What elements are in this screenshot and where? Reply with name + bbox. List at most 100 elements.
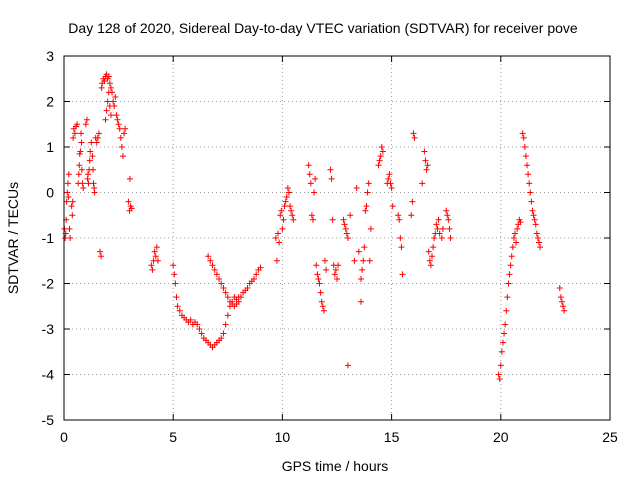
data-point [505, 280, 512, 287]
data-point [105, 73, 112, 80]
data-point [430, 244, 437, 251]
data-point [508, 253, 515, 260]
data-point [74, 121, 81, 128]
x-tick-label: 15 [384, 429, 400, 445]
data-point [114, 116, 121, 123]
data-point [278, 207, 285, 214]
data-point [537, 244, 544, 251]
data-point [67, 235, 74, 241]
plot-frame [63, 55, 611, 421]
data-point [90, 166, 97, 173]
data-point [148, 262, 155, 269]
data-point [513, 239, 520, 246]
data-point [361, 244, 368, 251]
data-point [115, 121, 122, 128]
data-point [172, 280, 179, 287]
data-point [335, 262, 342, 269]
data-point [194, 321, 201, 328]
data-point [425, 248, 432, 255]
data-point [66, 225, 73, 232]
data-point [358, 298, 365, 305]
data-point [386, 171, 393, 178]
data-point [387, 180, 394, 187]
data-point [365, 180, 372, 187]
data-point [524, 162, 531, 169]
data-point [411, 134, 418, 141]
y-tick-label: -3 [42, 321, 55, 337]
data-point [331, 271, 338, 278]
data-point [344, 235, 351, 241]
data-point [347, 212, 354, 219]
data-point [305, 162, 312, 169]
data-point [117, 134, 124, 141]
data-point [78, 139, 85, 146]
data-point [514, 225, 521, 232]
data-point [98, 253, 105, 260]
data-point [561, 307, 568, 314]
y-tick-label: -4 [42, 367, 55, 383]
tick-labels: 0 5 10 15 20 25 -5 -4 -3 -2 -1 0 1 2 3 [42, 48, 618, 445]
data-point [528, 198, 535, 205]
data-point [439, 225, 446, 232]
x-tick-label: 0 [60, 429, 68, 445]
data-point [504, 294, 511, 301]
data-point [68, 203, 75, 210]
data-point [379, 148, 386, 155]
data-point [395, 212, 402, 219]
data-point [287, 203, 294, 210]
data-point [218, 335, 225, 342]
data-point [443, 207, 450, 214]
data-point [91, 189, 98, 196]
data-point [340, 216, 347, 223]
data-point [424, 162, 431, 169]
data-point [445, 216, 452, 223]
data-point [511, 230, 518, 237]
data-point [314, 271, 321, 278]
data-point [174, 303, 181, 310]
data-point [506, 271, 513, 278]
data-point [536, 239, 543, 246]
data-points [61, 71, 568, 383]
grid-lines [64, 56, 610, 420]
data-point [176, 307, 183, 314]
y-tick-label: 1 [46, 139, 54, 155]
data-point [495, 371, 502, 378]
data-point [341, 221, 348, 228]
data-point [366, 257, 373, 264]
data-point [87, 148, 94, 155]
y-tick-label: 3 [46, 48, 54, 64]
data-point [427, 262, 434, 269]
data-point [290, 216, 297, 223]
data-point [534, 235, 541, 241]
data-point [398, 244, 405, 251]
data-point [107, 84, 114, 91]
data-point [328, 175, 335, 182]
data-point [128, 205, 135, 212]
data-point [529, 207, 536, 214]
data-point [438, 235, 445, 241]
data-point [105, 89, 112, 96]
y-tick-label: 0 [46, 185, 54, 201]
data-point [209, 262, 216, 269]
data-point [503, 307, 510, 314]
data-point [187, 316, 194, 323]
data-point [273, 257, 280, 264]
data-point [509, 244, 516, 251]
x-tick-label: 10 [275, 429, 291, 445]
data-point [323, 266, 330, 273]
data-point [75, 171, 82, 178]
data-point [198, 330, 205, 337]
data-point [85, 180, 92, 187]
data-point [316, 280, 323, 287]
data-point [83, 116, 90, 123]
data-point [122, 125, 129, 132]
data-point [281, 203, 288, 210]
data-point [196, 326, 203, 332]
data-point [289, 212, 296, 219]
data-point [171, 271, 178, 278]
data-point [70, 134, 77, 141]
data-point [496, 376, 503, 383]
data-point [557, 294, 564, 301]
data-point [224, 294, 231, 301]
data-point [116, 125, 123, 132]
